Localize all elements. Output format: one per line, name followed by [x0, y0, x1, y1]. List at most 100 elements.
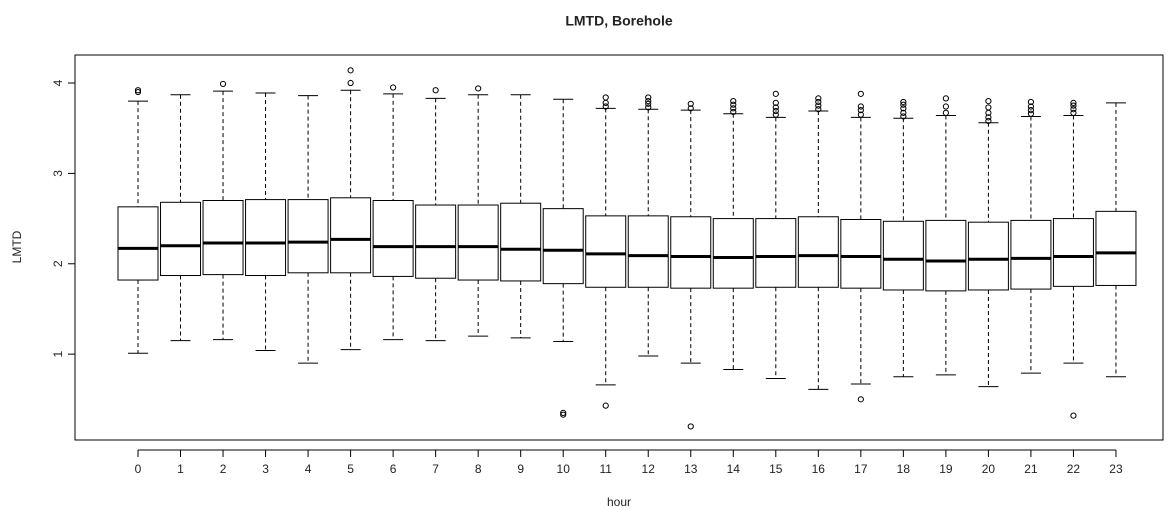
box	[1052, 218, 1094, 287]
outlier	[1027, 103, 1035, 110]
outlier	[1070, 99, 1077, 106]
outlier	[687, 100, 694, 107]
outlier	[857, 396, 864, 403]
outlier	[687, 423, 694, 430]
outlier	[900, 101, 907, 108]
outlier	[219, 80, 227, 88]
x-tick-label: 6	[390, 462, 397, 476]
box	[585, 215, 627, 288]
x-tick-label: 19	[939, 462, 953, 476]
x-tick-label: 1	[177, 462, 184, 476]
box	[670, 216, 712, 289]
x-tick-label: 10	[557, 462, 571, 476]
box	[287, 199, 329, 274]
x-tick-label: 22	[1067, 462, 1081, 476]
outlier	[985, 114, 992, 121]
outlier	[134, 88, 142, 96]
outlier	[857, 103, 864, 110]
plot-frame	[74, 54, 1164, 441]
outlier	[645, 100, 652, 107]
outlier	[772, 90, 779, 97]
outlier	[602, 103, 609, 110]
outlier	[730, 101, 737, 108]
y-tick-label: 4	[51, 79, 65, 86]
outlier	[942, 109, 949, 116]
outlier	[985, 117, 992, 125]
x-tick-label: 8	[475, 462, 482, 476]
x-tick-label: 13	[684, 462, 698, 476]
box	[500, 202, 542, 282]
outlier	[857, 111, 864, 118]
outlier	[857, 90, 864, 97]
box	[627, 215, 669, 288]
box	[925, 219, 967, 292]
x-tick-label: 7	[432, 462, 439, 476]
box	[245, 199, 287, 277]
x-tick-label: 2	[220, 462, 227, 476]
box	[840, 218, 882, 289]
box	[755, 218, 797, 288]
outlier	[900, 98, 907, 106]
box	[797, 216, 839, 288]
outlier	[645, 97, 652, 105]
x-tick-label: 21	[1024, 462, 1038, 476]
outlier	[432, 87, 439, 94]
box	[372, 200, 414, 277]
box	[202, 200, 244, 276]
outlier	[602, 402, 609, 409]
x-tick-label: 16	[812, 462, 826, 476]
outlier	[900, 113, 907, 120]
outlier	[900, 109, 907, 116]
x-tick-label: 4	[305, 462, 312, 476]
x-tick-label: 14	[727, 462, 741, 476]
y-axis-title: LMTD	[10, 230, 24, 263]
outlier	[1070, 109, 1077, 116]
outlier	[475, 85, 482, 92]
outlier	[772, 111, 779, 118]
outlier	[772, 99, 779, 106]
box	[117, 206, 159, 281]
box	[882, 220, 924, 291]
x-tick-label: 17	[854, 462, 868, 476]
outlier	[560, 411, 567, 418]
outlier	[772, 104, 779, 111]
outlier	[347, 67, 354, 74]
x-tick-label: 0	[135, 462, 142, 476]
outlier	[730, 97, 737, 105]
box	[457, 204, 499, 281]
box	[1010, 219, 1052, 290]
outlier	[815, 98, 822, 106]
outlier	[687, 105, 694, 112]
x-tick-label: 5	[347, 462, 354, 476]
outlier	[942, 103, 949, 110]
x-tick-label: 11	[599, 462, 612, 476]
outlier	[1070, 412, 1077, 419]
y-tick-label: 2	[51, 260, 65, 267]
box	[712, 218, 754, 289]
outlier	[942, 95, 949, 102]
x-tick-label: 20	[982, 462, 996, 476]
outlier	[730, 108, 737, 116]
outlier	[985, 97, 992, 105]
outlier	[1070, 106, 1077, 113]
outlier	[815, 106, 822, 113]
x-tick-label: 3	[262, 462, 269, 476]
outlier	[1027, 107, 1035, 114]
x-tick-label: 18	[897, 462, 911, 476]
outlier	[347, 79, 354, 87]
outlier	[560, 409, 567, 416]
box	[1095, 210, 1137, 286]
y-tick-label: 1	[51, 350, 65, 357]
x-tick-label: 12	[642, 462, 656, 476]
outlier	[1027, 110, 1035, 117]
outlier	[985, 104, 992, 111]
outlier	[1070, 102, 1077, 109]
x-tick-label: 15	[769, 462, 783, 476]
box	[415, 204, 457, 279]
outlier	[1027, 98, 1035, 106]
y-tick-label: 3	[51, 170, 65, 177]
box	[967, 221, 1009, 291]
x-axis-title: hour	[607, 495, 631, 509]
box	[330, 197, 372, 274]
